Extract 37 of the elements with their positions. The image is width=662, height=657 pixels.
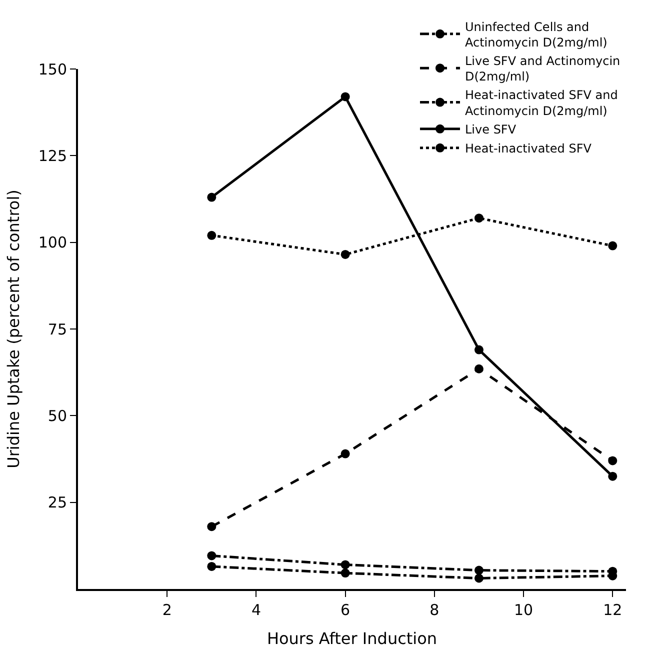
point [207, 192, 216, 202]
legend-label: Heat-inactivated SFV [465, 142, 592, 156]
x-tick-label: 6 [340, 601, 350, 619]
point [474, 566, 484, 575]
legend-label: Live SFV and Actinomycin D(2mg/ml) [465, 54, 620, 84]
point [340, 92, 350, 102]
point [608, 456, 618, 466]
point [207, 551, 216, 560]
point [474, 364, 484, 374]
y-tick-label: 125 [38, 146, 67, 165]
point [340, 250, 350, 259]
y-tick-label: 75 [48, 320, 67, 338]
x-tick-label: 8 [430, 601, 440, 619]
y-tick-label: 25 [48, 494, 67, 512]
legend-label: Uninfected Cells and Actinomycin D(2mg/ml) [465, 20, 608, 50]
point [474, 214, 484, 223]
point [207, 522, 216, 532]
y-axis-title: Uridine Uptake (percent of control) [4, 190, 23, 468]
point [340, 449, 350, 458]
x-tick-label: 4 [251, 601, 261, 619]
y-tick-label: 50 [48, 406, 67, 425]
point [207, 562, 216, 571]
point [474, 345, 484, 354]
y-tick-label: 150 [38, 60, 67, 78]
point [608, 241, 618, 250]
point [474, 574, 484, 583]
x-axis-title: Hours After Induction [266, 629, 438, 648]
point [608, 472, 618, 481]
point [340, 560, 350, 570]
y-tick-label: 100 [38, 234, 67, 252]
x-tick-label: 10 [514, 601, 534, 619]
x-tick-label: 12 [603, 601, 622, 619]
point [207, 230, 216, 240]
legend-label: Heat-inactivated SFV and Actinomycin D(2mg/ml) [465, 88, 618, 118]
legend-label: Live SFV [465, 122, 517, 137]
point [340, 568, 350, 578]
x-tick-label: 2 [162, 601, 172, 619]
